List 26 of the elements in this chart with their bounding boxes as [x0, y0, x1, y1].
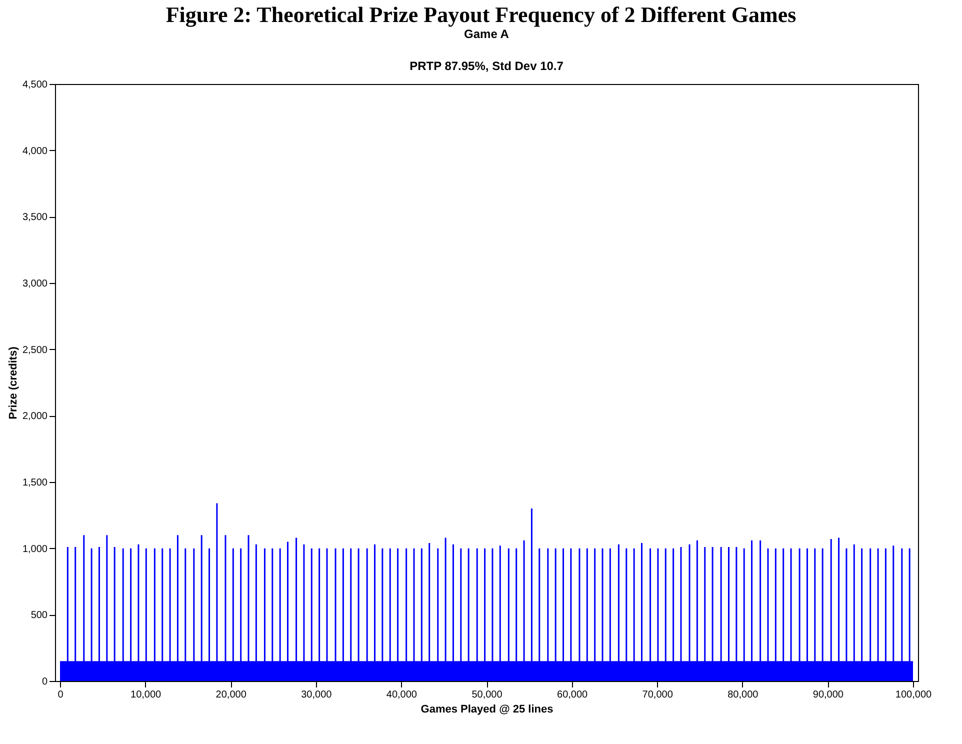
- x-tick-label: 10,000: [130, 690, 162, 700]
- y-tick-label: 1,500: [22, 478, 48, 488]
- y-tick-label: 4,000: [22, 146, 48, 157]
- y-tick-label: 4,500: [22, 80, 48, 90]
- x-tick-label: 60,000: [557, 690, 588, 700]
- y-tick-label: 500: [30, 610, 48, 622]
- y-tick-label: 3,500: [22, 212, 48, 224]
- chart-title: Figure 2: Theoretical Prize Payout Frequency of 2 Different Games: [164, 2, 798, 28]
- x-tick-label: 30,000: [301, 690, 332, 700]
- y-tick-label: 2,500: [22, 344, 48, 356]
- x-tick-label: 50,000: [472, 690, 503, 700]
- text: PRTP 87.95%, Std Dev 10.7: [410, 59, 564, 73]
- y-tick-label: 3,000: [22, 278, 48, 290]
- x-tick-label: 80,000: [728, 690, 759, 700]
- x-tick-label: 100,000: [895, 690, 932, 700]
- x-axis-title: Games Played @ 25 lines: [420, 704, 554, 716]
- chart-subtitle: Game A: [464, 27, 510, 41]
- y-tick-label: 0: [42, 676, 48, 688]
- y-tick-label: 2,000: [22, 411, 48, 422]
- x-tick-label: 0: [58, 690, 64, 700]
- x-tick-label: 70,000: [642, 690, 674, 700]
- y-tick-label: 1,000: [22, 544, 48, 555]
- x-tick-label: 20,000: [216, 690, 247, 700]
- x-tick-label: 40,000: [386, 690, 418, 700]
- y-axis-title: Prize (credits): [7, 346, 20, 420]
- x-tick-label: 90,000: [812, 690, 844, 700]
